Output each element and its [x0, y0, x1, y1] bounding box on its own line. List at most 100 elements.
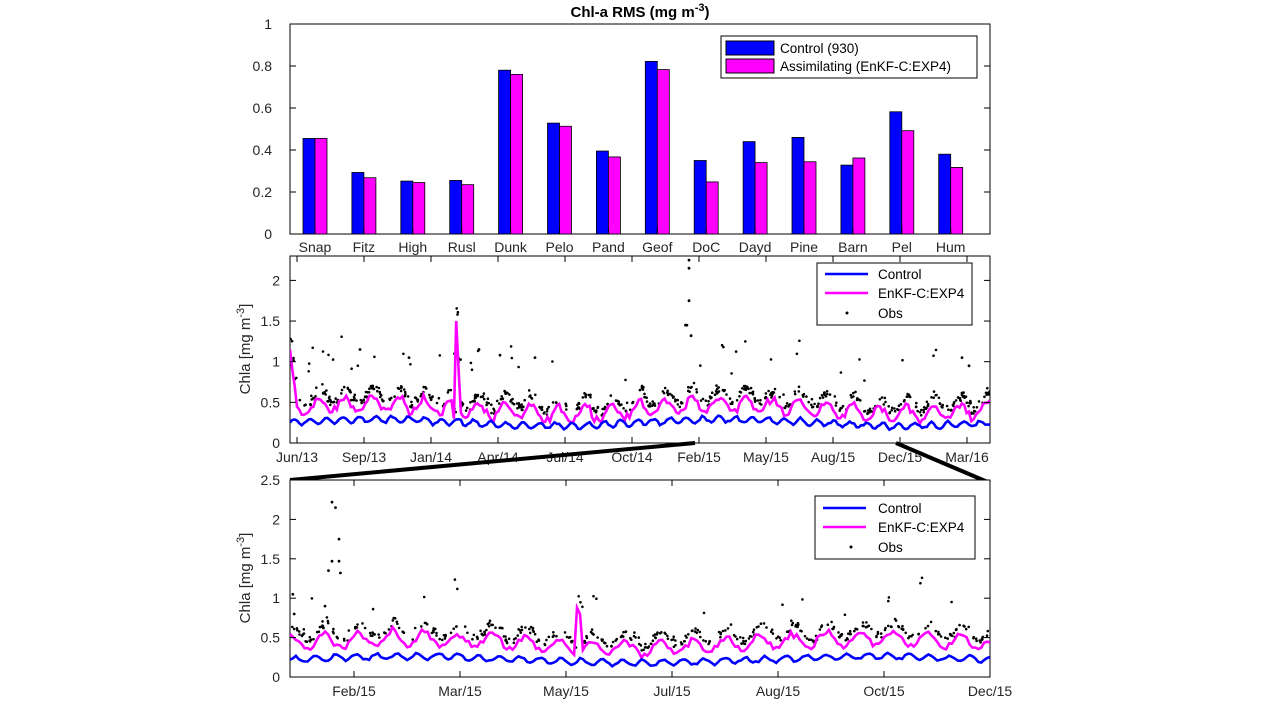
- bar-control-pine: [791, 136, 805, 235]
- obs-point: [529, 625, 533, 629]
- obs-point: [946, 637, 949, 640]
- obs-point: [477, 348, 481, 351]
- obs-point: [960, 391, 964, 395]
- obs-point: [463, 625, 467, 628]
- obs-point: [901, 624, 904, 628]
- obs-point: [312, 637, 315, 641]
- xtick-label: Oct/14: [611, 449, 652, 465]
- obs-point: [830, 620, 833, 624]
- obs-point: [880, 396, 884, 399]
- obs-point: [603, 407, 606, 411]
- obs-point: [359, 398, 363, 402]
- obs-point: [555, 634, 558, 638]
- obs-point: [371, 634, 374, 638]
- ytick-label: 1.5: [261, 551, 281, 567]
- obs-point: [695, 390, 699, 394]
- bar-ytick-label: 0.2: [253, 184, 273, 200]
- obs-point: [332, 627, 335, 631]
- obs-point: [882, 403, 886, 406]
- obs-point: [929, 620, 933, 624]
- obs-point: [584, 395, 587, 399]
- obs-point: [744, 388, 748, 392]
- bar-ytick-label: 1: [264, 16, 272, 32]
- obs-point: [862, 410, 866, 413]
- bar-xtick-label-barn: Barn: [838, 239, 868, 255]
- obs-point: [979, 641, 982, 644]
- obs-point: [925, 406, 928, 410]
- obs-point: [729, 402, 732, 406]
- bar-assimilating-high: [412, 182, 426, 235]
- obs-point: [413, 626, 417, 630]
- obs-point: [466, 631, 469, 635]
- obs-point: [796, 625, 799, 629]
- obs-point: [742, 384, 746, 388]
- bar-chart-panel: Chl-a RMS (mg m-3) 0 0.2 0.4 0.6 0.8 1 Snap Fi…: [253, 2, 991, 255]
- bar-xtick-label-rusl: Rusl: [448, 239, 476, 255]
- obs-point: [520, 403, 523, 406]
- obs-point: [719, 635, 722, 639]
- obs-point: [452, 627, 456, 630]
- obs-point: [637, 636, 641, 639]
- obs-point: [497, 402, 501, 405]
- xtick-label: Jul/15: [653, 683, 691, 699]
- obs-point: [495, 399, 499, 403]
- obs-point: [640, 649, 643, 652]
- obs-point: [368, 631, 372, 635]
- obs-point: [348, 389, 352, 392]
- obs-point: [843, 613, 847, 617]
- obs-point: [687, 633, 690, 636]
- obs-point: [918, 411, 922, 414]
- xtick-label: Mar/15: [438, 683, 482, 699]
- obs-point: [423, 621, 427, 625]
- obs-point: [547, 635, 551, 639]
- obs-point: [402, 388, 406, 391]
- obs-point: [886, 624, 890, 628]
- obs-point: [363, 626, 367, 630]
- obs-point: [967, 404, 970, 408]
- ytick-label: 0.5: [261, 394, 281, 410]
- obs-point: [308, 635, 312, 639]
- obs-point: [937, 396, 941, 400]
- obs-point: [524, 626, 527, 629]
- obs-point: [893, 409, 897, 413]
- obs-point: [744, 340, 747, 343]
- obs-point: [699, 364, 702, 367]
- obs-point: [805, 637, 809, 640]
- obs-point: [726, 627, 730, 630]
- obs-point: [861, 624, 865, 628]
- obs-point: [509, 345, 513, 348]
- obs-point: [308, 639, 311, 642]
- obs-point: [769, 358, 773, 361]
- obs-point: [392, 616, 396, 620]
- obs-point: [938, 633, 941, 636]
- obs-point: [863, 379, 866, 382]
- legend-swatch-assimilating: [725, 58, 775, 74]
- obs-point: [372, 387, 376, 391]
- obs-point: [547, 405, 550, 409]
- obs-point: [546, 407, 549, 411]
- obs-point: [849, 393, 853, 397]
- bar-control-fitz: [351, 172, 365, 235]
- obs-point: [748, 391, 751, 395]
- obs-point: [435, 401, 439, 405]
- obs-point: [778, 395, 781, 399]
- obs-point: [664, 632, 667, 636]
- obs-point: [595, 410, 598, 413]
- obs-point: [945, 404, 949, 408]
- bar-assimilating-fitz: [363, 177, 377, 235]
- obs-point: [647, 405, 651, 408]
- obs-point: [793, 392, 797, 396]
- obs-point: [537, 639, 541, 642]
- obs-point: [686, 389, 690, 393]
- obs-point: [813, 402, 816, 406]
- obs-point: [396, 386, 400, 390]
- bar-xtick-label-fitz: Fitz: [353, 239, 376, 255]
- bar-control-hum: [938, 153, 952, 235]
- obs-point: [472, 400, 476, 403]
- obs-point: [715, 391, 719, 395]
- obs-point: [507, 637, 511, 641]
- bar-control-rusl: [449, 180, 463, 235]
- obs-point: [342, 637, 346, 641]
- obs-point: [771, 632, 775, 635]
- obs-point: [735, 637, 739, 641]
